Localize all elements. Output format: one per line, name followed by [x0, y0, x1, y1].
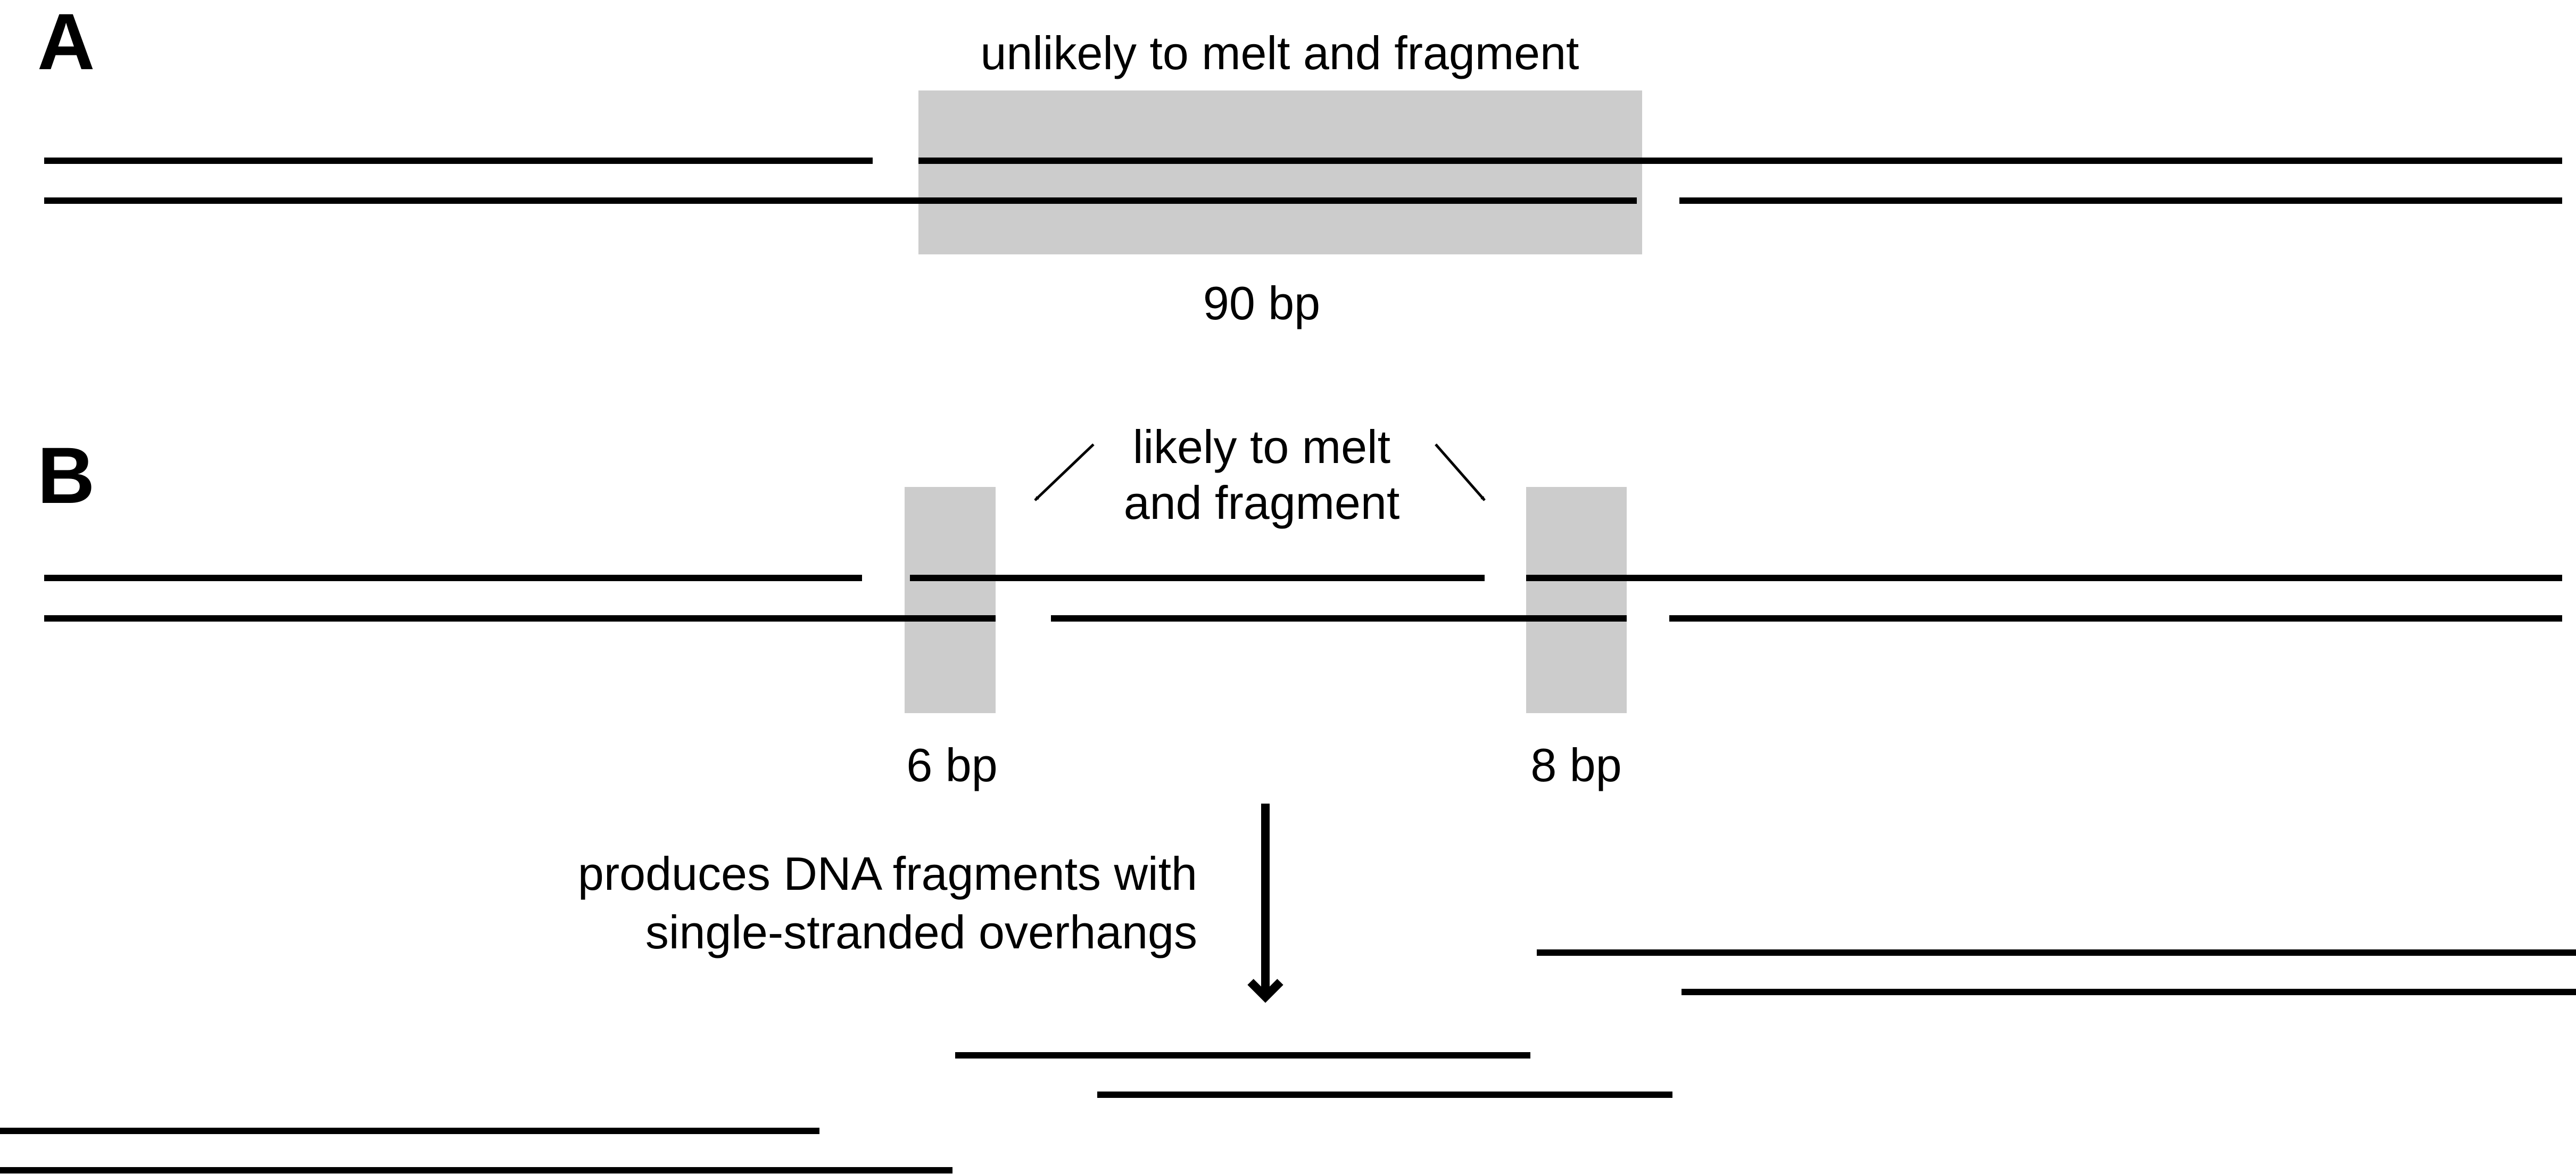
down-arrow-icon — [1247, 804, 1283, 1003]
panel-a: A unlikely to melt and fragment 90 bp — [37, 0, 2562, 329]
right-pointer-arrow-icon — [1435, 443, 1486, 501]
panel-a-size-label: 90 bp — [1203, 277, 1320, 329]
panel-b-letter: B — [37, 431, 95, 520]
panel-b-result-line2: single-stranded overhangs — [645, 906, 1197, 958]
panel-b-8bp-label: 8 bp — [1530, 739, 1621, 791]
panel-a-letter: A — [37, 0, 95, 86]
panel-b-caption-line1: likely to melt — [1133, 420, 1390, 473]
panel-b: B likely to melt and fragment 6 bp 8 bp … — [0, 420, 2576, 1173]
panel-b-result-line1: produces DNA fragments with — [578, 847, 1197, 900]
panel-b-caption-line2: and fragment — [1124, 476, 1400, 529]
panel-b-8bp-region — [1526, 487, 1627, 713]
panel-b-6bp-region — [905, 487, 996, 713]
fragments — [0, 949, 2576, 1173]
left-pointer-arrow-icon — [1034, 443, 1095, 501]
panel-a-caption: unlikely to melt and fragment — [980, 27, 1579, 79]
panel-b-6bp-label: 6 bp — [906, 739, 997, 791]
panel-a-90bp-region — [918, 90, 1642, 254]
